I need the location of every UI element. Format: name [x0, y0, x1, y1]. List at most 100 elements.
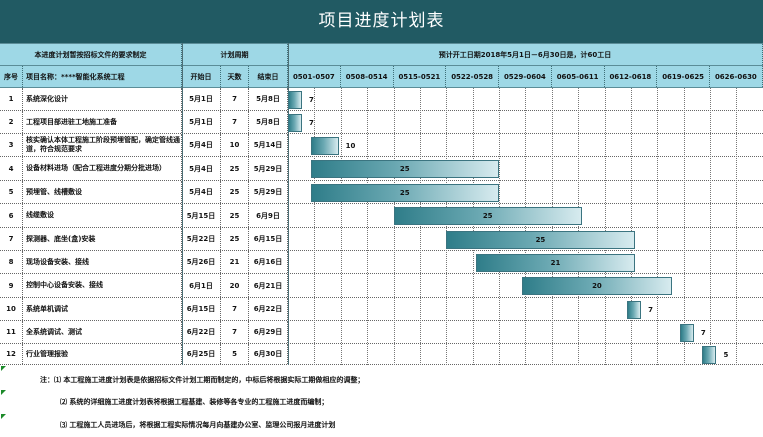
task-start[interactable]: 5月15日: [182, 204, 221, 227]
col-no-header[interactable]: 序号: [0, 66, 23, 87]
task-end[interactable]: 5月14日: [249, 134, 288, 156]
gantt-bar[interactable]: [310, 136, 339, 155]
task-end[interactable]: 6月22日: [249, 298, 288, 320]
task-name[interactable]: 现场设备安装、接线: [23, 251, 182, 273]
gantt-bar[interactable]: [702, 345, 717, 364]
task-no[interactable]: 4: [0, 157, 23, 180]
start-note-header[interactable]: 预计开工日期2018年5月1日－6月30日是，计60工日: [288, 44, 763, 65]
task-start[interactable]: 5月1日: [182, 111, 221, 133]
task-name[interactable]: 线缆敷设: [23, 204, 182, 227]
task-end[interactable]: 5月8日: [249, 88, 288, 110]
task-start[interactable]: 5月22日: [182, 228, 221, 250]
task-name[interactable]: 工程项目部进驻工地施工准备: [23, 111, 182, 133]
task-start[interactable]: 6月15日: [182, 298, 221, 320]
task-days[interactable]: 21: [221, 251, 249, 273]
week-header[interactable]: 0619-0625: [657, 66, 710, 87]
basis-header[interactable]: 本进度计划暂按招标文件的要求制定: [0, 44, 182, 65]
task-no[interactable]: 10: [0, 298, 23, 320]
task-end[interactable]: 6月16日: [249, 251, 288, 273]
task-start[interactable]: 6月25日: [182, 344, 221, 364]
task-end[interactable]: 6月9日: [249, 204, 288, 227]
task-name[interactable]: 全系统调试、测试: [23, 321, 182, 343]
task-days[interactable]: 7: [221, 88, 249, 110]
task-start[interactable]: 5月4日: [182, 157, 221, 180]
task-name[interactable]: 系统深化设计: [23, 88, 182, 110]
task-days[interactable]: 25: [221, 181, 249, 203]
task-start[interactable]: 5月4日: [182, 181, 221, 203]
week-header[interactable]: 0501-0507: [288, 66, 341, 87]
week-header[interactable]: 0605-0611: [552, 66, 605, 87]
gantt-bar-label: 25: [399, 165, 410, 173]
gantt-bar[interactable]: [679, 323, 694, 342]
gantt-bar-label: 21: [550, 258, 561, 267]
task-days[interactable]: 5: [221, 344, 249, 364]
plan-period-header[interactable]: 计划周期: [182, 44, 288, 65]
task-start[interactable]: 6月22日: [182, 321, 221, 343]
task-no[interactable]: 8: [0, 251, 23, 273]
task-name[interactable]: 探测器、底坐(盒)安装: [23, 228, 182, 250]
task-end[interactable]: 6月30日: [249, 344, 288, 364]
task-name[interactable]: 控制中心设备安装、接线: [23, 274, 182, 297]
week-header[interactable]: 0522-0528: [446, 66, 499, 87]
task-no[interactable]: 1: [0, 88, 23, 110]
week-header[interactable]: 0529-0604: [499, 66, 552, 87]
gantt-bar[interactable]: [288, 90, 302, 109]
gantt-bar[interactable]: 20: [521, 277, 673, 295]
col-days-header[interactable]: 天数: [221, 66, 249, 87]
task-end[interactable]: 6月15日: [249, 228, 288, 250]
task-no[interactable]: 11: [0, 321, 23, 343]
note-3[interactable]: ⑶ 工程施工人员进场后，将根据工程实际情况每月向基建办公室、监理公司报月进度计划: [60, 421, 336, 429]
task-days[interactable]: 25: [221, 157, 249, 180]
gantt-bar[interactable]: 25: [446, 230, 635, 249]
task-name[interactable]: 行业管理报验: [23, 344, 182, 364]
col-end-header[interactable]: 结束日: [249, 66, 288, 87]
task-end[interactable]: 5月29日: [249, 181, 288, 203]
week-header[interactable]: 0515-0521: [394, 66, 447, 87]
task-name[interactable]: 系统单机调试: [23, 298, 182, 320]
gantt-bar[interactable]: [627, 300, 642, 319]
note-2[interactable]: ⑵ 系统的详细施工进度计划表将根据工程基建、装修等各专业的工程施工进度而编制；: [60, 398, 329, 406]
grid-line: [419, 88, 421, 365]
task-days[interactable]: 25: [221, 228, 249, 250]
grid-line: [604, 88, 606, 365]
comment-marker-icon: [1, 414, 6, 419]
task-days[interactable]: 10: [221, 134, 249, 156]
task-name[interactable]: 核实确认本体工程施工阶段预埋管配，确定管线通道，符合规范要求: [23, 134, 182, 156]
task-name[interactable]: 预埋管、线槽敷设: [23, 181, 182, 203]
task-start[interactable]: 5月26日: [182, 251, 221, 273]
note-1[interactable]: 注：⑴ 本工程施工进度计划表是依据招标文件计划工期而制定的，中标后将根据实际工期…: [40, 376, 365, 384]
task-days[interactable]: 7: [221, 298, 249, 320]
week-header[interactable]: 0612-0618: [605, 66, 658, 87]
gantt-bar[interactable]: 25: [310, 160, 499, 178]
task-no[interactable]: 5: [0, 181, 23, 203]
task-no[interactable]: 7: [0, 228, 23, 250]
task-end[interactable]: 5月29日: [249, 157, 288, 180]
grid-line: [657, 88, 659, 365]
task-start[interactable]: 5月1日: [182, 88, 221, 110]
gantt-bar[interactable]: 21: [476, 253, 635, 272]
task-end[interactable]: 5月8日: [249, 111, 288, 133]
task-days[interactable]: 7: [221, 111, 249, 133]
week-header[interactable]: 0508-0514: [341, 66, 394, 87]
gantt-bar[interactable]: 25: [310, 183, 499, 202]
col-start-header[interactable]: 开始日: [182, 66, 221, 87]
task-name[interactable]: 设备材料进场（配合工程进度分期分批进场）: [23, 157, 182, 180]
task-no[interactable]: 2: [0, 111, 23, 133]
col-project-header[interactable]: 项目名称：****智能化系统工程: [23, 66, 182, 87]
task-days[interactable]: 20: [221, 274, 249, 297]
task-no[interactable]: 12: [0, 344, 23, 364]
week-header[interactable]: 0626-0630: [710, 66, 763, 87]
task-start[interactable]: 6月1日: [182, 274, 221, 297]
task-no[interactable]: 9: [0, 274, 23, 297]
task-days[interactable]: 25: [221, 204, 249, 227]
task-start[interactable]: 5月4日: [182, 134, 221, 156]
table-row: 4 设备材料进场（配合工程进度分期分批进场） 5月4日 25 5月29日: [0, 157, 763, 181]
gantt-bar[interactable]: [288, 113, 302, 132]
gantt-bar[interactable]: 25: [393, 207, 582, 225]
task-no[interactable]: 6: [0, 204, 23, 227]
task-end[interactable]: 6月21日: [249, 274, 288, 297]
task-days[interactable]: 7: [221, 321, 249, 343]
task-no[interactable]: 3: [0, 134, 23, 156]
table-row: 1 系统深化设计 5月1日 7 5月8日: [0, 88, 763, 111]
task-end[interactable]: 6月29日: [249, 321, 288, 343]
